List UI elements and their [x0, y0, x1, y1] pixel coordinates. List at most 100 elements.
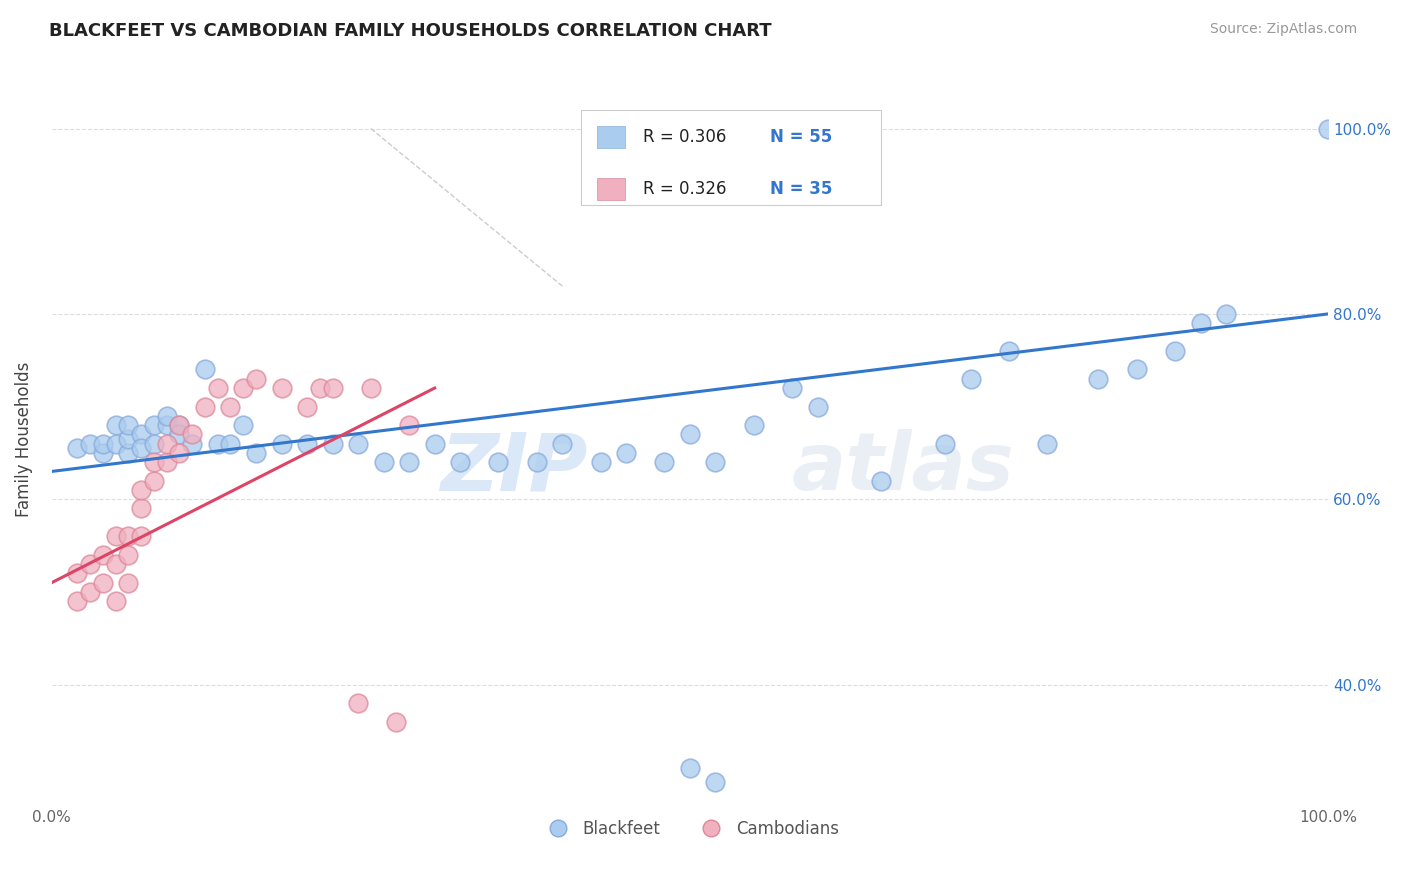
Point [385, 714, 408, 729]
Point [1036, 436, 1059, 450]
Point [91, 548, 114, 562]
Point [704, 775, 727, 789]
Point [780, 381, 803, 395]
Point [169, 418, 191, 433]
Text: N = 55: N = 55 [770, 128, 832, 146]
Point [934, 436, 956, 450]
Point [91, 436, 114, 450]
Point [870, 474, 893, 488]
Point [347, 436, 370, 450]
Y-axis label: Family Households: Family Households [15, 361, 32, 516]
Point [245, 446, 267, 460]
Point [245, 372, 267, 386]
Point [704, 455, 727, 469]
Point [1215, 307, 1237, 321]
Point [117, 529, 139, 543]
Point [373, 455, 395, 469]
Point [998, 343, 1021, 358]
Point [295, 436, 318, 450]
Point [398, 455, 420, 469]
Point [270, 381, 292, 395]
Point [117, 548, 139, 562]
Point [117, 418, 139, 433]
Point [66, 594, 89, 608]
Point [423, 436, 446, 450]
Point [104, 557, 127, 571]
Point [129, 427, 152, 442]
Point [66, 566, 89, 581]
Bar [596, 178, 624, 200]
Point [295, 400, 318, 414]
Point [589, 455, 612, 469]
Text: ZIP: ZIP [440, 429, 588, 508]
Point [654, 455, 676, 469]
Point [194, 362, 217, 376]
Point [117, 446, 139, 460]
Point [181, 427, 204, 442]
Point [398, 418, 420, 433]
Point [742, 418, 765, 433]
Legend: Blackfeet, Cambodians: Blackfeet, Cambodians [534, 813, 845, 844]
Text: BLACKFEET VS CAMBODIAN FAMILY HOUSEHOLDS CORRELATION CHART: BLACKFEET VS CAMBODIAN FAMILY HOUSEHOLDS… [49, 22, 772, 40]
Text: Source: ZipAtlas.com: Source: ZipAtlas.com [1209, 22, 1357, 37]
Point [806, 400, 828, 414]
Point [232, 418, 254, 433]
Text: N = 35: N = 35 [770, 179, 832, 198]
Point [360, 381, 382, 395]
Point [551, 436, 574, 450]
Text: atlas: atlas [792, 429, 1015, 508]
Point [129, 442, 152, 456]
Point [156, 409, 179, 423]
Point [322, 381, 344, 395]
Point [79, 436, 101, 450]
Point [156, 418, 179, 433]
Point [169, 418, 191, 433]
Point [91, 575, 114, 590]
Point [117, 432, 139, 446]
Point [104, 418, 127, 433]
Point [679, 761, 702, 775]
Point [91, 446, 114, 460]
Point [142, 436, 165, 450]
Point [66, 442, 89, 456]
Point [142, 418, 165, 433]
Point [79, 557, 101, 571]
Point [322, 436, 344, 450]
Point [232, 381, 254, 395]
Point [104, 529, 127, 543]
Point [181, 436, 204, 450]
Point [308, 381, 330, 395]
Point [959, 372, 981, 386]
Point [156, 455, 179, 469]
Point [219, 436, 242, 450]
Point [142, 455, 165, 469]
Point [104, 436, 127, 450]
Point [129, 483, 152, 497]
Point [488, 455, 510, 469]
Point [449, 455, 471, 469]
Point [1189, 316, 1212, 330]
Text: R = 0.326: R = 0.326 [643, 179, 727, 198]
FancyBboxPatch shape [582, 110, 882, 205]
Point [156, 436, 179, 450]
Point [1125, 362, 1147, 376]
Point [1317, 121, 1340, 136]
Point [207, 381, 229, 395]
Point [219, 400, 242, 414]
Point [194, 400, 217, 414]
Point [169, 427, 191, 442]
Point [142, 474, 165, 488]
Point [129, 529, 152, 543]
Point [79, 585, 101, 599]
Point [129, 501, 152, 516]
Point [117, 575, 139, 590]
Point [169, 446, 191, 460]
Point [207, 436, 229, 450]
Point [104, 594, 127, 608]
Point [1164, 343, 1187, 358]
Text: R = 0.306: R = 0.306 [643, 128, 725, 146]
Point [347, 696, 370, 710]
Point [270, 436, 292, 450]
Point [526, 455, 548, 469]
Bar [596, 127, 624, 148]
